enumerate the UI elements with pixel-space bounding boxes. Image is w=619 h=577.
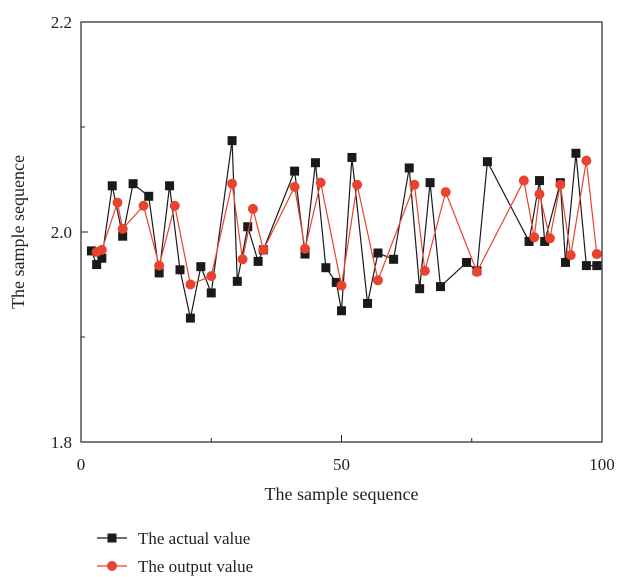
data-point-output-11 bbox=[247, 203, 258, 214]
data-point-actual-9 bbox=[175, 265, 185, 275]
x-tick-label-0: 0 bbox=[77, 455, 86, 474]
legend-item-output: The output value bbox=[97, 557, 253, 576]
data-point-actual-26 bbox=[373, 248, 383, 258]
data-point-output-4 bbox=[138, 200, 149, 211]
data-point-output-7 bbox=[185, 279, 196, 290]
series-line-0 bbox=[90, 140, 597, 319]
data-point-actual-40 bbox=[571, 148, 581, 158]
data-point-actual-16 bbox=[253, 256, 263, 266]
data-point-output-3 bbox=[117, 223, 128, 234]
data-point-actual-42 bbox=[592, 261, 602, 271]
data-point-output-23 bbox=[518, 175, 529, 186]
data-point-actual-28 bbox=[404, 163, 414, 173]
data-point-actual-22 bbox=[331, 277, 341, 287]
data-point-output-27 bbox=[555, 179, 566, 190]
x-tick-label-1: 50 bbox=[333, 455, 350, 474]
data-point-actual-18 bbox=[290, 166, 300, 176]
data-point-actual-12 bbox=[206, 288, 216, 298]
data-point-actual-39 bbox=[561, 257, 571, 267]
data-point-actual-20 bbox=[310, 158, 320, 168]
data-point-actual-23 bbox=[337, 306, 346, 316]
data-point-output-12 bbox=[258, 244, 269, 255]
data-point-output-9 bbox=[227, 178, 238, 189]
data-point-actual-5 bbox=[128, 179, 138, 189]
data-point-output-21 bbox=[440, 187, 451, 198]
data-point-output-10 bbox=[237, 254, 248, 265]
data-point-actual-27 bbox=[389, 254, 399, 264]
data-point-output-2 bbox=[112, 197, 123, 208]
data-point-actual-41 bbox=[581, 261, 591, 271]
y-tick-label-1: 2.0 bbox=[51, 223, 72, 242]
data-point-actual-37 bbox=[540, 236, 550, 246]
data-point-output-13 bbox=[289, 181, 300, 192]
y-tick-label-2: 2.2 bbox=[51, 13, 72, 32]
data-point-actual-11 bbox=[196, 262, 206, 272]
data-point-output-24 bbox=[529, 232, 540, 243]
data-point-actual-3 bbox=[107, 181, 117, 191]
data-point-output-29 bbox=[581, 155, 592, 166]
data-point-output-6 bbox=[169, 200, 180, 211]
data-point-actual-36 bbox=[534, 176, 544, 186]
data-point-actual-25 bbox=[363, 298, 373, 308]
legend-marker-output bbox=[107, 561, 117, 571]
legend-item-actual: The actual value bbox=[97, 529, 250, 548]
data-point-actual-1 bbox=[92, 260, 102, 270]
y-tick-label-0: 1.8 bbox=[51, 433, 72, 452]
data-point-actual-8 bbox=[165, 181, 175, 191]
data-point-output-28 bbox=[565, 250, 576, 261]
legend-label-actual: The actual value bbox=[138, 529, 250, 548]
x-axis-title: The sample sequence bbox=[265, 484, 419, 504]
legend-marker-actual bbox=[107, 533, 117, 543]
data-point-actual-34 bbox=[482, 157, 492, 167]
data-point-actual-10 bbox=[185, 313, 195, 323]
data-point-actual-13 bbox=[227, 136, 237, 146]
data-point-actual-24 bbox=[347, 152, 357, 162]
x-tick-label-2: 100 bbox=[589, 455, 615, 474]
data-point-actual-21 bbox=[321, 263, 331, 273]
y-axis-title: The sample sequence bbox=[8, 155, 28, 309]
data-point-actual-4 bbox=[118, 231, 128, 241]
data-point-actual-14 bbox=[232, 276, 242, 286]
data-point-output-22 bbox=[471, 266, 482, 277]
data-point-output-30 bbox=[591, 249, 602, 260]
data-point-actual-35 bbox=[524, 236, 534, 246]
data-point-output-17 bbox=[352, 179, 363, 190]
data-point-actual-0 bbox=[86, 246, 96, 256]
series-output bbox=[91, 155, 602, 291]
data-point-output-20 bbox=[419, 265, 430, 276]
data-point-actual-31 bbox=[435, 282, 445, 292]
data-point-output-26 bbox=[544, 233, 555, 244]
data-point-output-1 bbox=[96, 244, 107, 255]
legend: The actual value The output value bbox=[97, 529, 253, 576]
data-point-actual-6 bbox=[144, 191, 154, 201]
legend-label-output: The output value bbox=[138, 557, 253, 576]
data-point-output-14 bbox=[300, 243, 311, 254]
data-point-actual-30 bbox=[425, 178, 435, 188]
data-point-output-25 bbox=[534, 189, 545, 200]
data-point-actual-2 bbox=[97, 253, 107, 263]
data-point-output-15 bbox=[315, 177, 326, 188]
data-point-output-16 bbox=[336, 280, 347, 291]
data-point-output-5 bbox=[154, 260, 165, 271]
data-point-actual-15 bbox=[243, 222, 253, 232]
data-point-output-18 bbox=[372, 275, 383, 286]
data-point-output-19 bbox=[409, 179, 420, 190]
data-point-actual-32 bbox=[462, 257, 472, 267]
axis-ticks bbox=[80, 21, 603, 443]
data-point-actual-19 bbox=[300, 249, 310, 259]
data-point-actual-7 bbox=[154, 268, 164, 278]
data-point-actual-29 bbox=[415, 284, 425, 294]
data-point-output-8 bbox=[206, 271, 217, 282]
series-layer bbox=[86, 136, 602, 323]
series-actual bbox=[86, 136, 602, 323]
